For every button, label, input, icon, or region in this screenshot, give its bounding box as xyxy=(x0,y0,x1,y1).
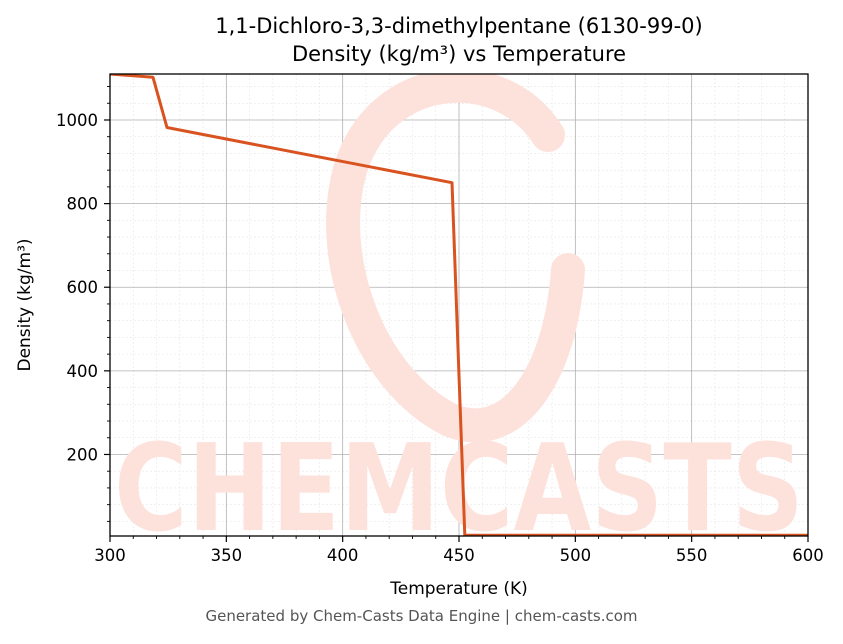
chart-title: 1,1-Dichloro-3,3-dimethylpentane (6130-9… xyxy=(215,14,702,38)
x-tick-label: 350 xyxy=(211,546,243,565)
watermark-text: CHEMCASTS xyxy=(114,420,804,559)
y-tick-label: 800 xyxy=(67,195,99,214)
density-series-line xyxy=(110,74,808,536)
y-tick-label: 1000 xyxy=(56,111,98,130)
y-axis: 200 400 600 800 1000 xyxy=(56,86,110,522)
x-tick-label: 300 xyxy=(94,546,126,565)
x-axis: 300 350 400 450 500 550 600 xyxy=(94,536,824,565)
series-layer xyxy=(110,74,808,536)
x-tick-label: 550 xyxy=(676,546,708,565)
chart-subtitle: Density (kg/m³) vs Temperature xyxy=(292,42,626,66)
footer-credit: Generated by Chem-Casts Data Engine | ch… xyxy=(205,607,638,625)
x-tick-label: 500 xyxy=(560,546,592,565)
watermark-logo-ring xyxy=(326,74,585,443)
x-axis-label: Temperature (K) xyxy=(389,579,528,599)
x-tick-label: 450 xyxy=(443,546,475,565)
chemcasts-watermark: CHEMCASTS xyxy=(114,74,804,559)
y-axis-label: Density (kg/m³) xyxy=(15,238,35,371)
x-tick-label: 600 xyxy=(792,546,824,565)
y-tick-label: 400 xyxy=(67,362,99,381)
y-tick-label: 200 xyxy=(67,445,99,464)
y-tick-label: 600 xyxy=(67,278,99,297)
x-tick-label: 400 xyxy=(327,546,359,565)
